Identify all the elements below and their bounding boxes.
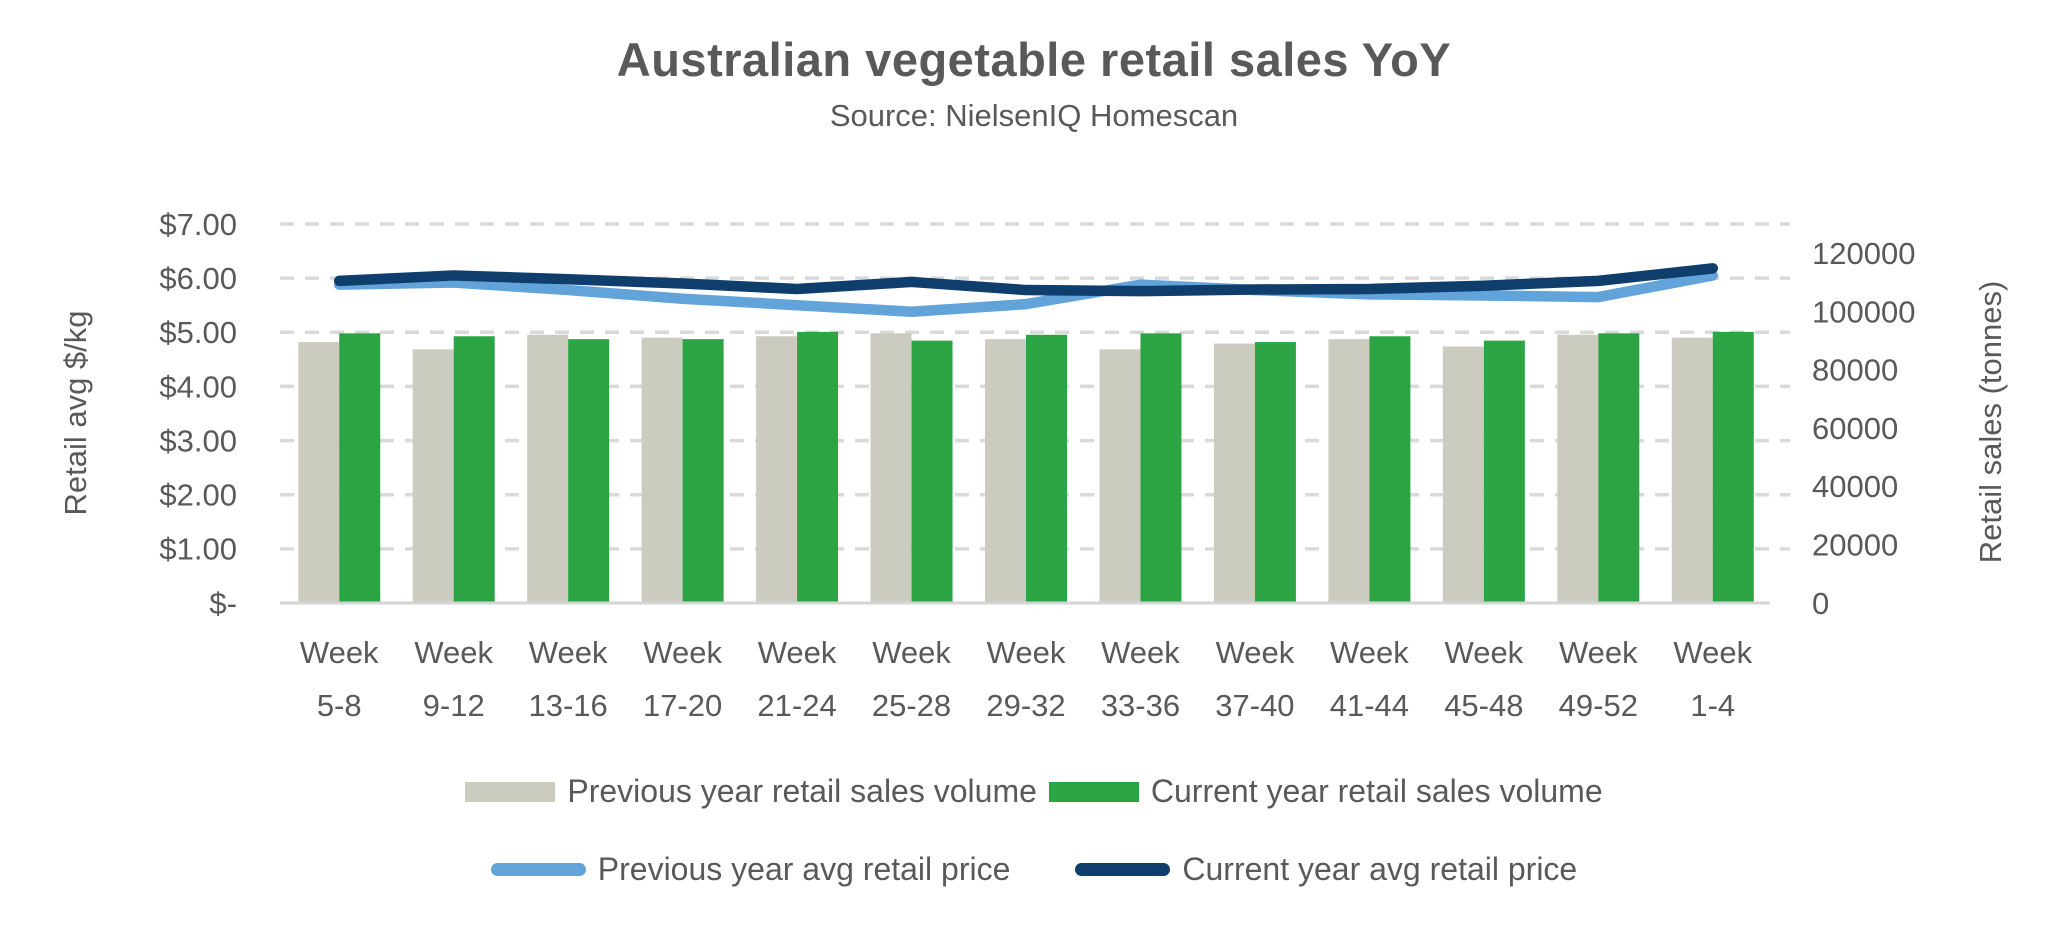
bar-current-year-volume: [1712, 331, 1754, 602]
right-axis-tick-label: 20000: [1812, 528, 1898, 563]
legend-item-previous-year-volume: Previous year retail sales volume: [465, 773, 1037, 810]
legend-item-current-year-price: Current year avg retail price: [1075, 851, 1577, 888]
bar-current-year-volume: [911, 340, 953, 602]
x-axis-label: Week 9-12: [414, 635, 493, 723]
legend-item-previous-year-price: Previous year avg retail price: [490, 851, 1011, 888]
bar-current-year-volume: [1598, 333, 1640, 602]
x-axis-label: Week 29-32: [986, 635, 1065, 723]
bar-previous-year-volume: [641, 337, 683, 602]
bar-current-year-volume: [1254, 342, 1296, 602]
bar-current-year-volume: [339, 333, 381, 602]
left-axis-tick-label: $4.00: [159, 369, 237, 404]
x-axis-label: Week 1-4: [1673, 635, 1752, 723]
right-axis-tick-label: 80000: [1812, 353, 1898, 388]
right-axis-tick-label: 0: [1812, 586, 1829, 621]
left-axis-tick-label: $5.00: [159, 315, 237, 350]
left-axis-tick-label: $-: [209, 586, 237, 621]
plot-area: $7.00 $6.00 $5.00 $4.00 $3.00 $2.00 $1.00 $- 120…: [58, 207, 2008, 723]
legend-swatch-current-price-icon: [1075, 863, 1171, 876]
bar-current-year-volume: [453, 336, 495, 602]
bar-previous-year-volume: [1213, 343, 1255, 602]
bar-current-year-volume: [1140, 333, 1182, 602]
x-axis-label: Week 5-8: [300, 635, 379, 723]
left-axis-title: Retail avg $/kg: [58, 310, 93, 515]
line-previous-year-price: [333, 270, 1719, 317]
x-axis-label: Week 25-28: [872, 635, 951, 723]
right-axis-tick-label: 60000: [1812, 411, 1898, 446]
left-axis-tick-label: $2.00: [159, 478, 237, 513]
legend-swatch-previous-volume-icon: [465, 781, 556, 802]
x-axis-label: Week 17-20: [643, 635, 722, 723]
legend-label-current-price: Current year avg retail price: [1182, 851, 1578, 887]
bar-current-year-volume: [682, 339, 724, 602]
legend-item-current-year-volume: Current year retail sales volume: [1048, 773, 1603, 810]
bar-previous-year-volume: [527, 334, 569, 602]
bar-previous-year-volume: [870, 333, 912, 602]
bar-previous-year-volume: [412, 349, 454, 602]
legend-swatch-previous-price-icon: [490, 863, 586, 876]
bar-previous-year-volume: [1099, 349, 1141, 602]
x-axis-label: Week 49-52: [1559, 635, 1638, 723]
x-axis-label: Week 33-36: [1101, 635, 1180, 723]
bar-current-year-volume: [1026, 334, 1067, 602]
legend-label-current-volume: Current year retail sales volume: [1150, 773, 1603, 809]
left-axis-tick-label: $1.00: [159, 532, 237, 567]
legend-swatch-current-volume-icon: [1048, 781, 1139, 802]
legend-label-previous-price: Previous year avg retail price: [597, 851, 1011, 887]
line-current-year-price: [333, 263, 1719, 297]
bar-current-year-volume: [1483, 340, 1525, 602]
x-axis-label: Week 37-40: [1215, 635, 1294, 723]
x-axis-label: Week 13-16: [529, 635, 608, 723]
right-axis-tick-label: 40000: [1812, 469, 1898, 504]
bar-previous-year-volume: [985, 339, 1026, 602]
bar-previous-year-volume: [1557, 334, 1599, 602]
bar-previous-year-volume: [1442, 346, 1484, 602]
chart-title: Australian vegetable retail sales YoY: [616, 33, 1452, 86]
left-axis-tick-label: $6.00: [159, 261, 237, 296]
x-axis-label: Week 41-44: [1330, 635, 1409, 723]
bar-current-year-volume: [568, 339, 610, 602]
bar-previous-year-volume: [1328, 339, 1370, 602]
left-axis-tick-label: $3.00: [159, 423, 237, 458]
legend-label-previous-volume: Previous year retail sales volume: [567, 773, 1037, 809]
left-axis-tick-label: $7.00: [159, 207, 237, 242]
chart-subtitle: Source: NielsenIQ Homescan: [829, 98, 1239, 133]
bar-current-year-volume: [797, 331, 839, 602]
bar-current-year-volume: [1369, 336, 1411, 602]
x-axis-label: Week 21-24: [757, 635, 836, 723]
bar-previous-year-volume: [1671, 337, 1713, 602]
right-axis-tick-label: 120000: [1812, 236, 1915, 271]
bar-previous-year-volume: [298, 342, 340, 602]
right-axis-tick-label: 100000: [1812, 294, 1915, 329]
legend-row-price: Previous year avg retail price Current y…: [0, 851, 2068, 888]
right-axis-title: Retail sales (tonnes): [1973, 281, 2008, 564]
bar-previous-year-volume: [756, 336, 798, 602]
legend-row-volume: Previous year retail sales volume Curren…: [0, 773, 2068, 810]
x-axis-label: Week 45-48: [1444, 635, 1523, 723]
